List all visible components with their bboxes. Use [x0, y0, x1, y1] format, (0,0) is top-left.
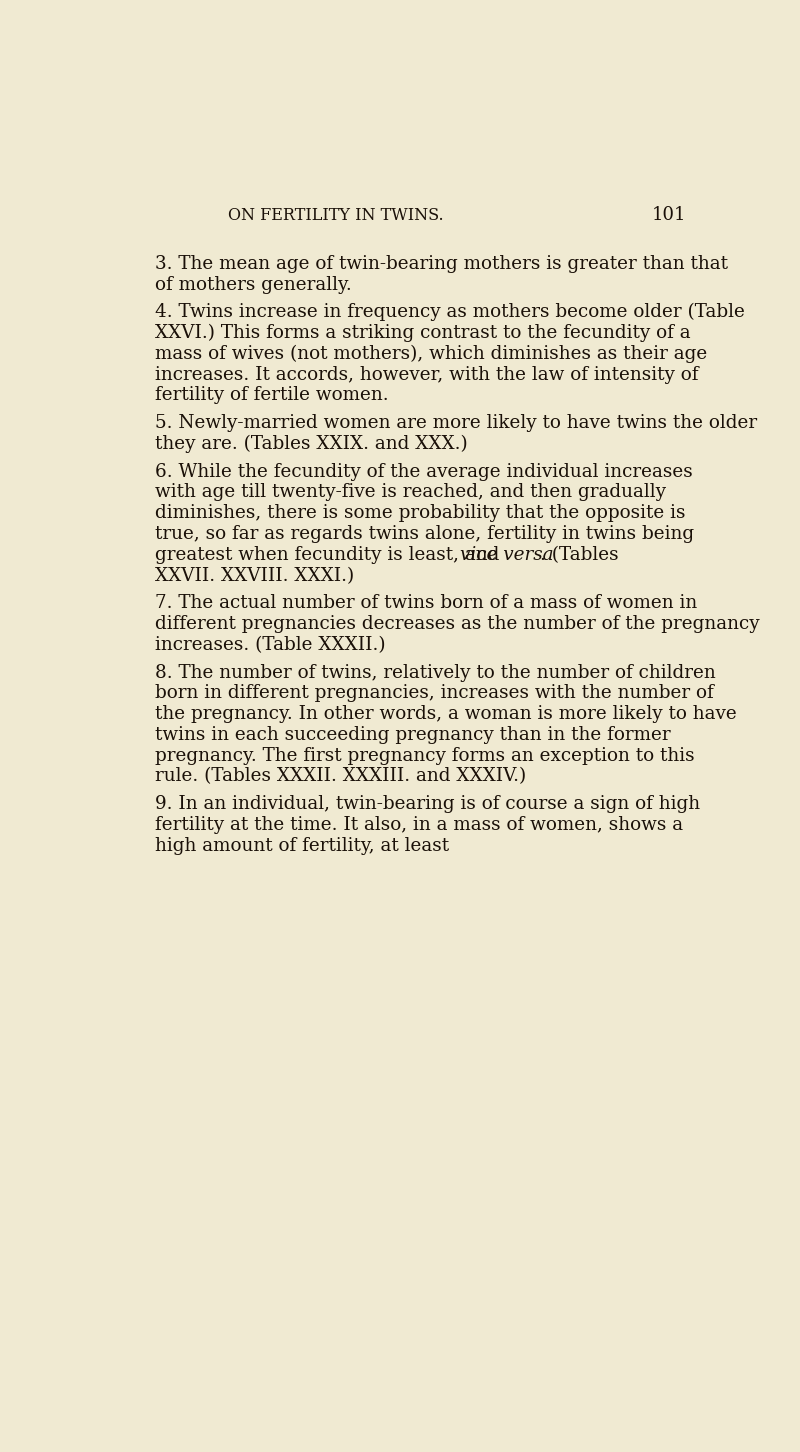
Text: increases. (Table XXXII.): increases. (Table XXXII.): [154, 636, 385, 653]
Text: with age till twenty-five is reached, and then gradually: with age till twenty-five is reached, an…: [154, 484, 666, 501]
Text: XXVI.) This forms a striking contrast to the fecundity of a: XXVI.) This forms a striking contrast to…: [154, 324, 690, 343]
Text: 5. Newly-married women are more likely to have twins the older: 5. Newly-married women are more likely t…: [154, 414, 757, 433]
Text: 3. The mean age of twin-bearing mothers is greater than that: 3. The mean age of twin-bearing mothers …: [154, 254, 727, 273]
Text: 101: 101: [651, 206, 686, 224]
Text: 9. In an individual, twin-bearing is of course a sign of high: 9. In an individual, twin-bearing is of …: [154, 796, 700, 813]
Text: vice versa: vice versa: [460, 546, 554, 563]
Text: twins in each succeeding pregnancy than in the former: twins in each succeeding pregnancy than …: [154, 726, 670, 743]
Text: increases. It accords, however, with the law of intensity of: increases. It accords, however, with the…: [154, 366, 698, 383]
Text: high amount of fertility, at least: high amount of fertility, at least: [154, 836, 449, 855]
Text: . (Tables: . (Tables: [540, 546, 618, 563]
Text: XXVII. XXVIII. XXXI.): XXVII. XXVIII. XXXI.): [154, 566, 354, 585]
Text: ON FERTILITY IN TWINS.: ON FERTILITY IN TWINS.: [228, 206, 443, 224]
Text: of mothers generally.: of mothers generally.: [154, 276, 351, 293]
Text: 7. The actual number of twins born of a mass of women in: 7. The actual number of twins born of a …: [154, 594, 697, 613]
Text: different pregnancies decreases as the number of the pregnancy: different pregnancies decreases as the n…: [154, 616, 759, 633]
Text: born in different pregnancies, increases with the number of: born in different pregnancies, increases…: [154, 684, 714, 703]
Text: mass of wives (not mothers), which diminishes as their age: mass of wives (not mothers), which dimin…: [154, 344, 707, 363]
Text: fertility of fertile women.: fertility of fertile women.: [154, 386, 388, 405]
Text: diminishes, there is some probability that the opposite is: diminishes, there is some probability th…: [154, 504, 685, 523]
Text: greatest when fecundity is least, and: greatest when fecundity is least, and: [154, 546, 505, 563]
Text: fertility at the time. It also, in a mass of women, shows a: fertility at the time. It also, in a mas…: [154, 816, 682, 833]
Text: pregnancy. The first pregnancy forms an exception to this: pregnancy. The first pregnancy forms an …: [154, 746, 694, 765]
Text: true, so far as regards twins alone, fertility in twins being: true, so far as regards twins alone, fer…: [154, 526, 694, 543]
Text: 8. The number of twins, relatively to the number of children: 8. The number of twins, relatively to th…: [154, 664, 715, 681]
Text: the pregnancy. In other words, a woman is more likely to have: the pregnancy. In other words, a woman i…: [154, 706, 736, 723]
Text: 6. While the fecundity of the average individual increases: 6. While the fecundity of the average in…: [154, 463, 692, 481]
Text: rule. (Tables XXXII. XXXIII. and XXXIV.): rule. (Tables XXXII. XXXIII. and XXXIV.): [154, 768, 526, 786]
Text: they are. (Tables XXIX. and XXX.): they are. (Tables XXIX. and XXX.): [154, 436, 467, 453]
Text: 4. Twins increase in frequency as mothers become older (Table: 4. Twins increase in frequency as mother…: [154, 303, 745, 321]
